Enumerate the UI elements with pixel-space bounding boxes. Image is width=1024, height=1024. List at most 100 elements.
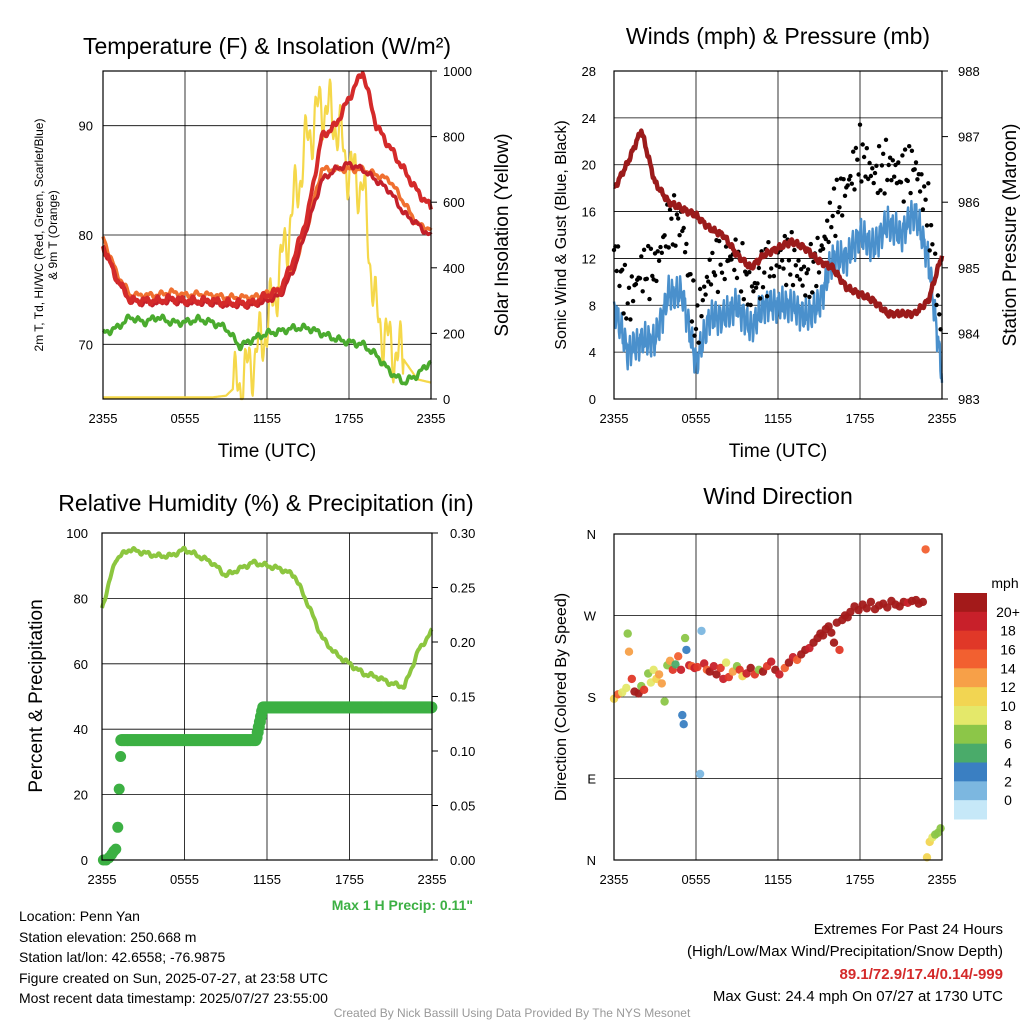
gust-point-70	[707, 257, 712, 262]
gust-point-25	[646, 243, 651, 249]
direction-point-69	[827, 628, 836, 637]
gust-point-77	[717, 238, 722, 244]
gust-point-81	[722, 276, 727, 282]
precip-ytick-1: 0.05	[450, 799, 475, 814]
gust-point-162	[833, 233, 838, 239]
humidity-ytick-1: 20	[74, 788, 88, 803]
legend-swatch-5	[954, 687, 987, 707]
direction-point-66	[818, 631, 828, 640]
gust-point-11	[626, 285, 632, 290]
gust-point-37	[662, 233, 667, 238]
gust-point-9	[624, 316, 629, 321]
gust-point-199	[883, 137, 889, 142]
gust-point-134	[794, 273, 800, 279]
temp2m-line	[101, 71, 433, 310]
gust-point-33	[656, 258, 662, 263]
direction-point-39	[716, 663, 725, 673]
gust-point-104	[753, 285, 759, 290]
pressure-ytick-0: 983	[958, 392, 980, 407]
gust-point-61	[695, 303, 700, 308]
hiwc-line	[101, 160, 433, 310]
gust-point-211	[900, 153, 905, 158]
wind-direction-ytick-4: N	[587, 527, 596, 542]
max-precip-annotation: Max 1 H Precip: 0.11"	[332, 897, 473, 913]
legend-label-8: 4	[1004, 755, 1012, 771]
wind-direction-ylabel: Direction (Colored By Speed)	[553, 593, 570, 801]
gust-point-238	[937, 312, 942, 317]
gust-point-212	[901, 199, 906, 204]
gust-point-117	[771, 273, 777, 279]
legend-swatch-9	[954, 762, 987, 782]
gust-point-182	[860, 142, 865, 147]
gust-point-232	[928, 223, 934, 228]
gust-point-203	[889, 178, 894, 183]
gust-point-169	[842, 193, 848, 198]
max-gust-text: Max Gust: 24.4 mph On 07/27 at 1730 UTC	[713, 988, 1003, 1005]
direction-point-55	[775, 670, 784, 679]
gust-point-128	[786, 258, 792, 263]
gust-point-191	[872, 170, 878, 176]
gust-point-213	[902, 147, 908, 152]
gust-point-26	[647, 296, 652, 302]
gust-point-145	[810, 290, 815, 295]
solar-ytick-2: 400	[443, 261, 465, 276]
direction-point-48	[746, 663, 755, 673]
precip-ytick-4: 0.20	[450, 635, 475, 650]
gust-point-65	[700, 298, 705, 303]
gust-point-205	[892, 174, 897, 179]
gust-point-107	[758, 296, 763, 301]
direction-point-6	[627, 674, 636, 684]
legend-label-6: 8	[1004, 717, 1012, 733]
precip-ytick-3: 0.15	[450, 690, 475, 705]
wind-direction-xtick-3: 1755	[846, 872, 875, 887]
gust-point-188	[868, 173, 874, 179]
humidity-xtick-4: 2355	[418, 872, 447, 887]
gust-point-112	[764, 294, 770, 299]
humidity-ytick-5: 100	[66, 526, 88, 541]
direction-point-101	[936, 824, 945, 833]
precip-point-6	[112, 821, 124, 833]
legend-label-4: 12	[1000, 679, 1016, 695]
gust-point-180	[857, 122, 863, 127]
gust-point-160	[830, 213, 835, 219]
recent-timestamp: Most recent data timestamp: 2025/07/27 2…	[19, 990, 328, 1006]
humidity-panel: Relative Humidity (%) & Precipitation (i…	[26, 490, 475, 913]
solar-ytick-4: 800	[443, 130, 465, 145]
pressure-ylabel: Station Pressure (Maroon)	[1000, 124, 1021, 347]
wind-direction-xtick-1: 0555	[682, 872, 711, 887]
humidity-ytick-4: 80	[74, 591, 88, 606]
gust-point-220	[912, 167, 917, 172]
gust-point-164	[835, 210, 841, 215]
gust-point-68	[704, 274, 710, 280]
temperature-ylabel-line1: 2m T, Td, HI/WC (Red, Green, Scarlet/Blu…	[32, 119, 46, 352]
winds-panel: Winds (mph) & Pressure (mb) 0 4 8 12 16 20 24 2…	[553, 23, 1021, 462]
gust-point-187	[867, 160, 872, 166]
gust-point-210	[898, 180, 904, 185]
direction-point-3	[622, 683, 631, 693]
gust-point-69	[706, 279, 711, 284]
gust-point-72	[710, 250, 715, 256]
legend-label-0: 20+	[996, 604, 1020, 620]
direction-point-70	[829, 638, 839, 647]
gust-point-32	[655, 249, 660, 254]
legend-label-9: 2	[1004, 773, 1012, 789]
winds-series	[611, 122, 945, 383]
winds-ytick-6: 24	[582, 111, 596, 126]
direction-point-15	[654, 670, 664, 679]
station-elevation: Station elevation: 250.668 m	[19, 928, 197, 945]
gust-point-66	[702, 284, 707, 289]
gust-point-47	[676, 216, 681, 221]
gust-point-172	[846, 177, 852, 182]
gust-point-208	[896, 160, 901, 165]
direction-point-16	[657, 679, 666, 688]
gust-point-167	[840, 213, 845, 218]
gust-point-52	[682, 250, 688, 255]
precip-ytick-5: 0.25	[450, 581, 475, 596]
legend-swatch-0	[954, 593, 987, 613]
gust-point-102	[751, 289, 756, 294]
winds-xtick-3: 1755	[846, 411, 875, 426]
gust-point-126	[784, 282, 789, 288]
legend-label-5: 10	[1000, 698, 1016, 714]
temperature-ylabel-line2: & 9m T (Orange)	[46, 190, 60, 280]
legend-swatch-8	[954, 743, 987, 763]
